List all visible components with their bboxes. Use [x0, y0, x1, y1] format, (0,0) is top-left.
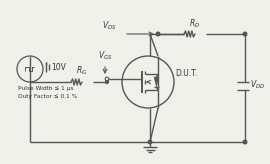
Circle shape	[105, 77, 109, 81]
Polygon shape	[154, 77, 159, 87]
Text: Duty Factor ≤ 0.1 %: Duty Factor ≤ 0.1 %	[18, 94, 77, 99]
Text: D.U.T.: D.U.T.	[175, 70, 197, 79]
Text: $V_{GS}$: $V_{GS}$	[98, 50, 112, 62]
Circle shape	[148, 140, 152, 144]
Circle shape	[243, 32, 247, 36]
Text: $R_G$: $R_G$	[76, 64, 87, 77]
Text: $V_{DD}$: $V_{DD}$	[250, 79, 265, 91]
Text: $V_{DS}$: $V_{DS}$	[102, 20, 117, 32]
Text: Pulse Width ≤ 1 µs: Pulse Width ≤ 1 µs	[18, 86, 73, 91]
Text: 10V: 10V	[51, 62, 66, 72]
Circle shape	[243, 140, 247, 144]
Circle shape	[105, 80, 109, 84]
Circle shape	[156, 32, 160, 36]
Text: $R_D$: $R_D$	[190, 18, 201, 30]
